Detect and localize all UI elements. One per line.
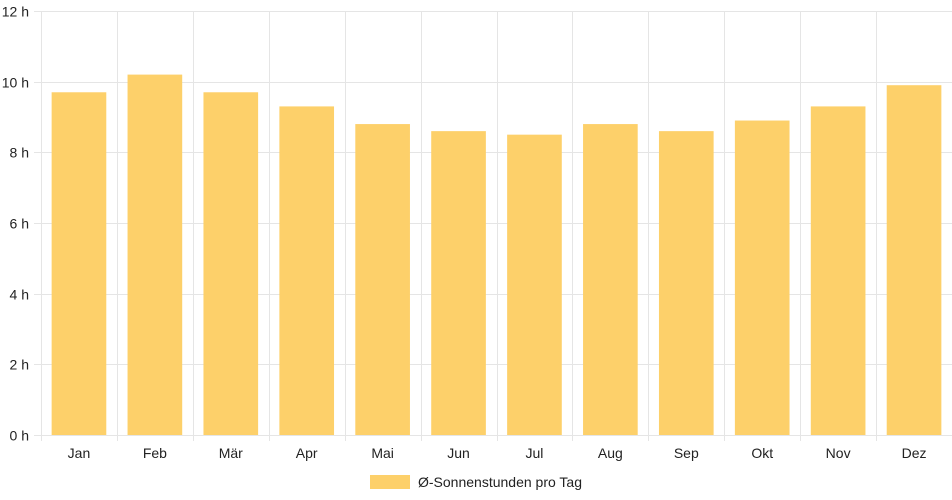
bar-mai[interactable] [355, 124, 410, 436]
x-tick-label: Okt [751, 445, 773, 461]
bar-mär[interactable] [203, 92, 259, 436]
y-tick-label: 10 h [2, 75, 29, 91]
legend-swatch [370, 475, 410, 489]
bar-aug[interactable] [583, 124, 638, 436]
bars-layer [51, 74, 942, 436]
x-tick-label: Nov [826, 445, 851, 461]
bar-jan[interactable] [51, 92, 107, 436]
y-tick-label: 12 h [2, 4, 29, 20]
bar-sep[interactable] [658, 131, 714, 435]
x-axis: Jan Feb Mär Apr Mai Jun Jul Aug Sep Okt Nov Dez [68, 445, 927, 461]
x-tick-label: Dez [902, 445, 927, 461]
bar-nov[interactable] [810, 106, 866, 436]
x-tick-label: Aug [598, 445, 623, 461]
bar-feb[interactable] [127, 74, 183, 435]
legend: Ø-Sonnenstunden pro Tag [0, 472, 952, 492]
bar-jul[interactable] [507, 134, 562, 435]
x-tick-label: Sep [674, 445, 699, 461]
y-tick-label: 4 h [10, 287, 29, 303]
bar-dez[interactable] [886, 85, 942, 435]
y-tick-label: 0 h [10, 428, 29, 444]
bar-apr[interactable] [279, 106, 335, 436]
y-tick-label: 8 h [10, 145, 29, 161]
x-tick-label: Jul [526, 445, 544, 461]
x-tick-label: Feb [143, 445, 167, 461]
bar-okt[interactable] [734, 120, 790, 436]
bar-jun[interactable] [431, 131, 486, 435]
x-tick-label: Jun [447, 445, 470, 461]
grid-layer [34, 11, 952, 441]
x-tick-label: Mär [219, 445, 243, 461]
legend-label: Ø-Sonnenstunden pro Tag [418, 474, 582, 490]
y-tick-label: 6 h [10, 216, 29, 232]
x-tick-label: Mai [371, 445, 394, 461]
x-tick-label: Jan [68, 445, 91, 461]
x-tick-label: Apr [296, 445, 318, 461]
y-tick-label: 2 h [10, 357, 29, 373]
y-axis: 0 h 2 h 4 h 6 h 8 h 10 h 12 h [2, 4, 29, 444]
